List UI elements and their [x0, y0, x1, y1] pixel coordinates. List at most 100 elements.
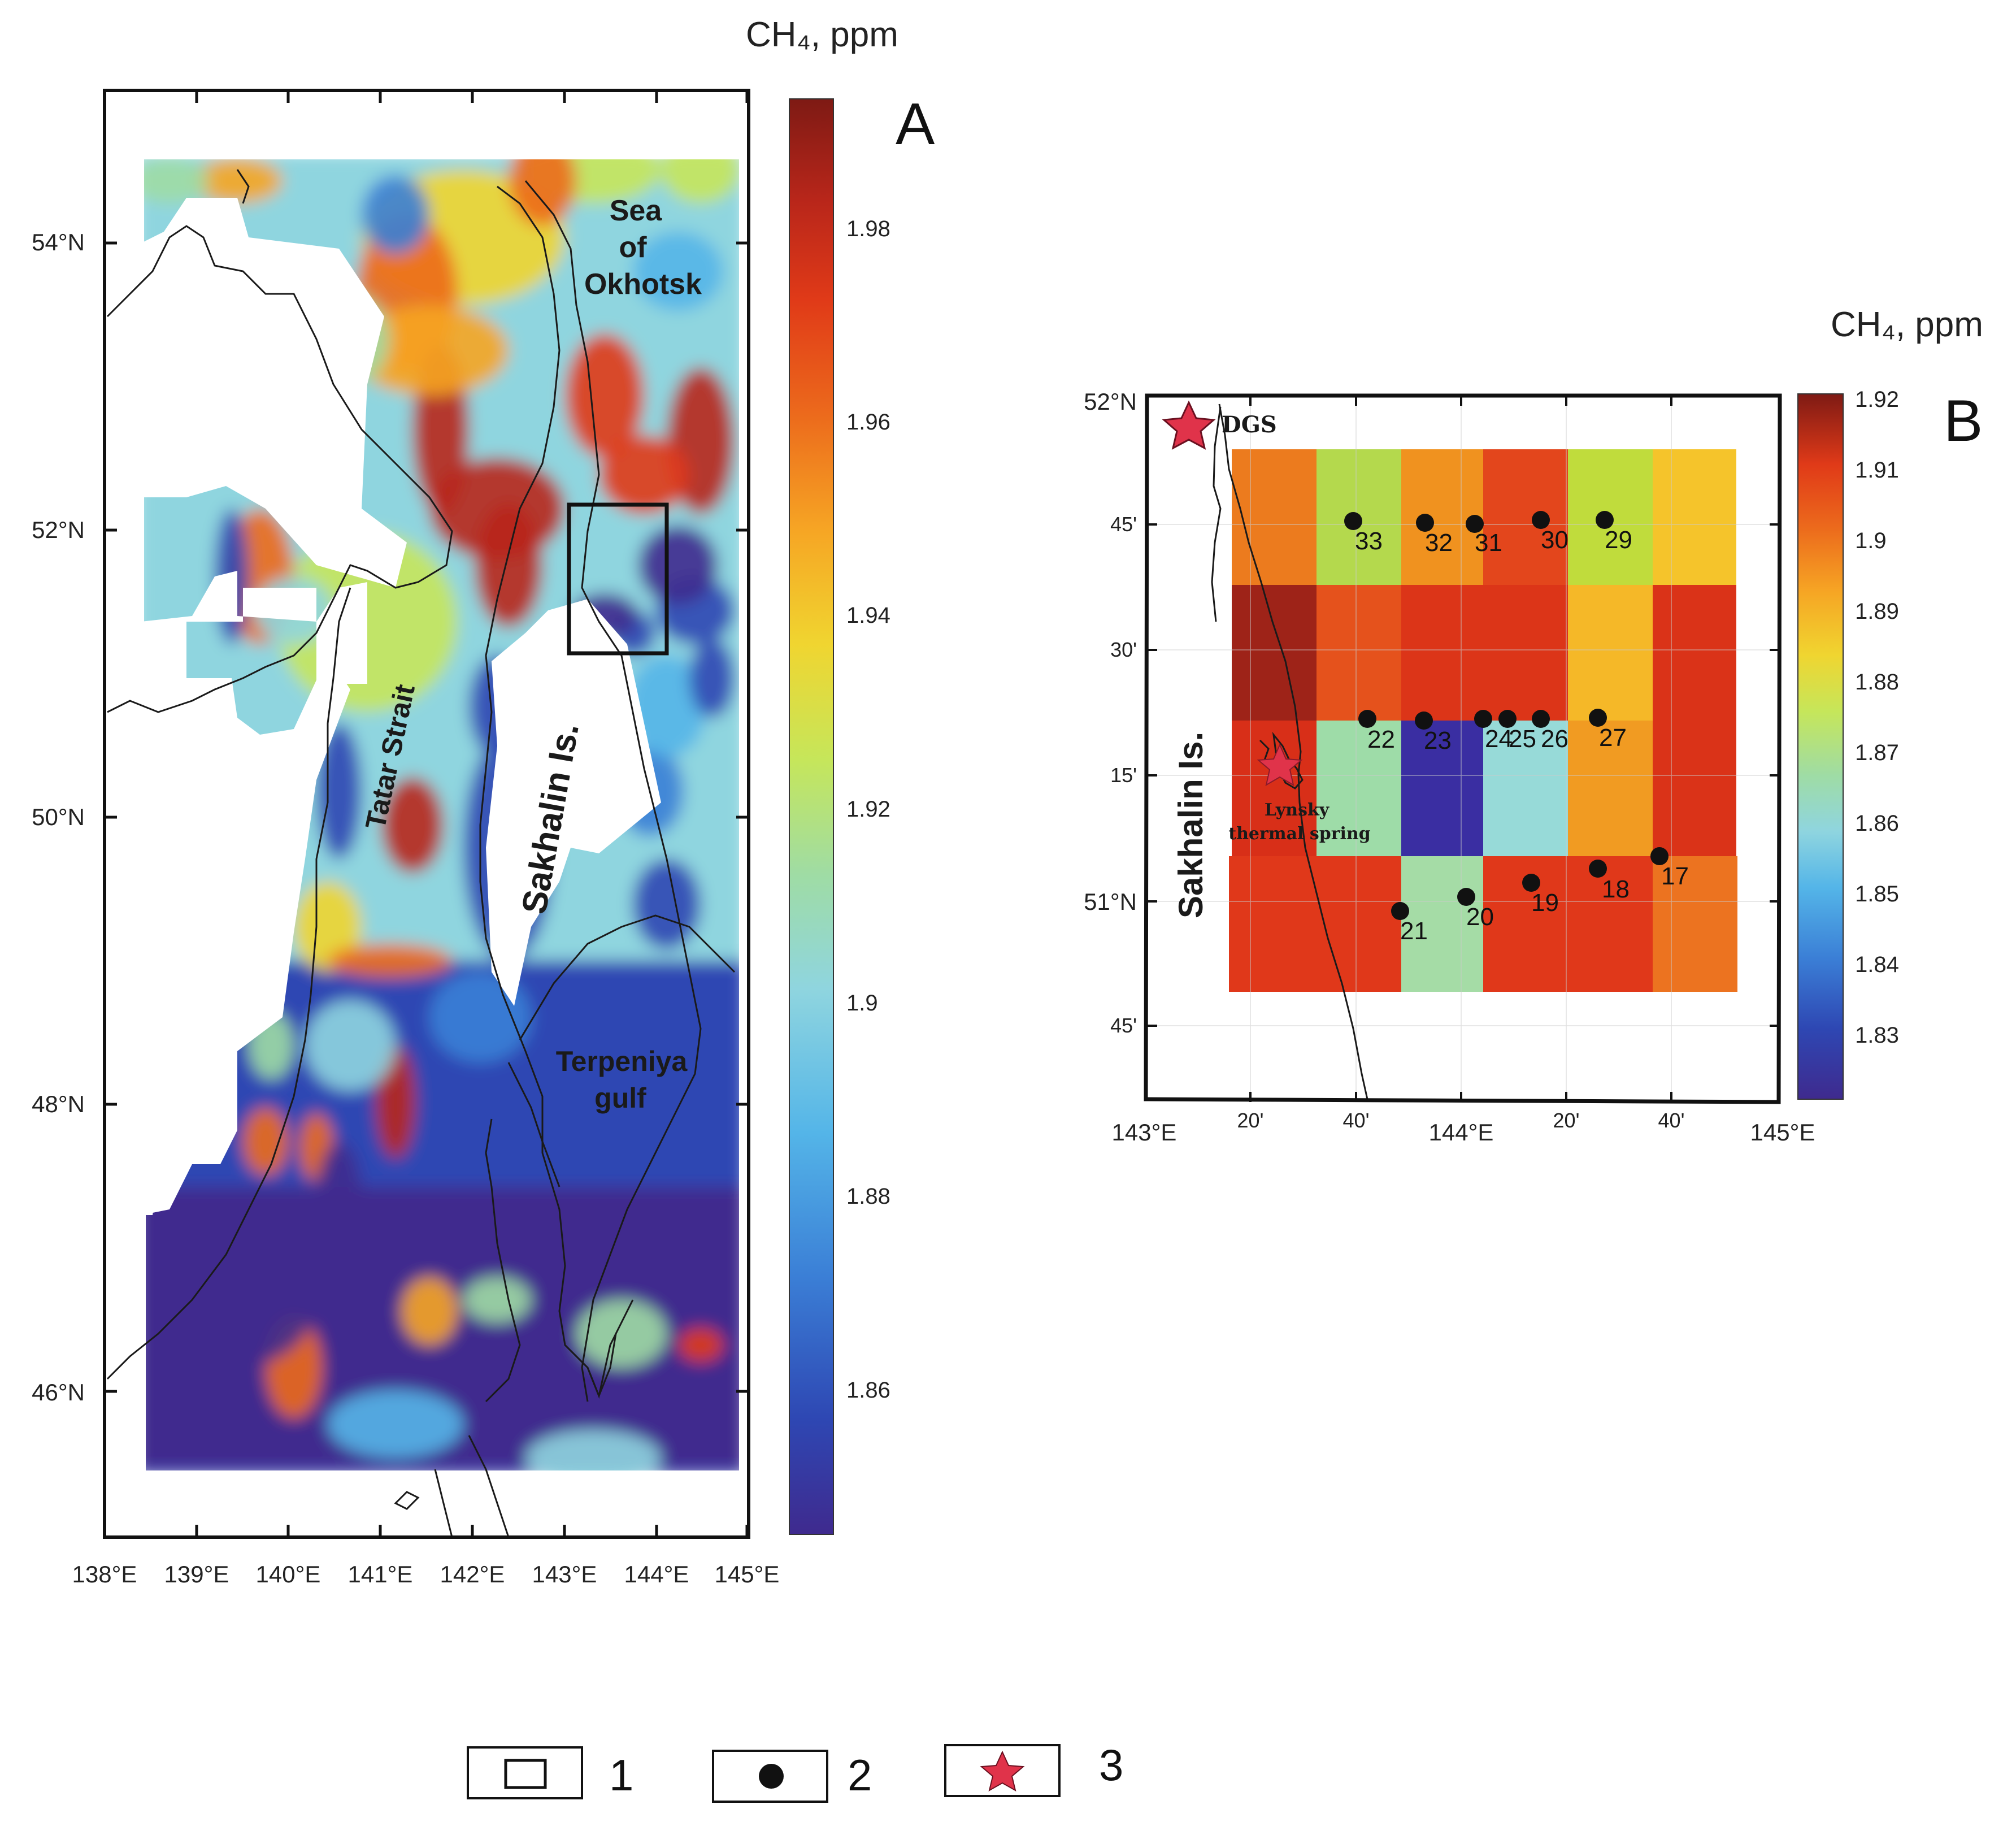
station-label: 18	[1602, 875, 1630, 903]
lat-tick-label: 30'	[1110, 638, 1137, 661]
colorbar-tick-label: 1.84	[1855, 952, 1899, 977]
station-marker	[1532, 511, 1550, 529]
lynsky-spring-star	[1257, 743, 1303, 787]
grid-cell	[1653, 585, 1736, 721]
panel-b-colorbar-labels: 1.92 1.91 1.9 1.89 1.88 1.87 1.86 1.85 1…	[1855, 387, 1899, 1048]
colorbar-tick-label: 1.98	[846, 216, 890, 241]
panel-b-grid-cells	[1229, 449, 1737, 992]
station-marker	[1532, 710, 1550, 728]
legend-item-label: 1	[609, 1750, 633, 1800]
panel-a-mask	[141, 156, 740, 1470]
station-label: 30	[1541, 526, 1569, 554]
grid-cell	[1568, 721, 1653, 856]
station-label: 17	[1661, 862, 1689, 890]
station-label: 21	[1400, 917, 1428, 945]
station-marker	[1474, 710, 1492, 728]
station-label: 19	[1531, 889, 1559, 917]
station-label: 25	[1509, 725, 1536, 753]
station-marker	[1415, 712, 1433, 730]
grid-cell	[1232, 449, 1317, 585]
grid-cell	[1568, 856, 1653, 992]
lat-tick-label: 54°N	[32, 229, 85, 255]
lon-tick-label: 143°E	[1112, 1119, 1177, 1146]
lat-tick-label: 45'	[1110, 1014, 1137, 1037]
grid-cell	[1483, 585, 1568, 721]
panel-b-frame	[1144, 393, 1782, 1104]
station-marker	[1416, 514, 1434, 532]
legend-item-label: 3	[1099, 1740, 1123, 1790]
dgs-label: DGS	[1222, 411, 1277, 438]
panel-a-frame	[103, 89, 750, 1539]
panel-a-colorbar-labels: 1.98 1.96 1.94 1.92 1.9 1.88 1.86	[846, 216, 890, 1403]
panel-a-unit-label: CH₄, ppm	[746, 15, 898, 54]
lat-tick-label: 52°N	[32, 517, 85, 543]
station-label: 26	[1541, 725, 1569, 753]
grid-cell	[1317, 585, 1401, 721]
lon-tick-label: 144°E	[1429, 1119, 1494, 1146]
sea-label-line3: Okhotsk	[584, 268, 702, 301]
panel-b-ticks	[1147, 396, 1780, 1102]
station-marker	[1596, 511, 1614, 529]
lon-tick-label: 145°E	[715, 1561, 780, 1587]
lon-tick-label: 144°E	[624, 1561, 689, 1587]
colorbar-tick-label: 1.91	[1855, 458, 1899, 483]
lat-tick-label: 50°N	[32, 804, 85, 830]
grid-cell	[1229, 856, 1317, 992]
colorbar-tick-label: 1.9	[846, 991, 878, 1016]
station-marker	[1344, 512, 1362, 530]
panel-b: 143°E 20' 40' 144°E 20' 40' 145°E 52°N 4…	[1084, 305, 1983, 1146]
lat-tick-label: 52°N	[1084, 388, 1137, 415]
panel-b-unit-label: CH₄, ppm	[1831, 305, 1983, 344]
lon-tick-label: 40'	[1658, 1109, 1685, 1132]
gulf-label-line1: Terpeniya	[556, 1046, 688, 1077]
station-label: 29	[1605, 526, 1632, 554]
lon-tick-label: 20'	[1553, 1109, 1580, 1132]
lat-tick-label: 51°N	[1084, 888, 1137, 915]
legend: 1 2 3	[467, 1740, 1123, 1803]
station-marker	[1589, 860, 1607, 878]
lat-tick-label: 46°N	[32, 1379, 85, 1405]
panel-b-letter: B	[1944, 388, 1983, 454]
lon-tick-label: 141°E	[348, 1561, 413, 1587]
station-label: 32	[1425, 529, 1453, 557]
gulf-label-line2: gulf	[594, 1082, 646, 1114]
grid-cell	[1401, 585, 1483, 721]
lon-tick-label: 40'	[1343, 1109, 1370, 1132]
panel-a-letter: A	[896, 92, 935, 157]
lon-tick-label: 140°E	[256, 1561, 321, 1587]
colorbar-tick-label: 1.83	[1855, 1023, 1899, 1048]
grid-cell	[1483, 449, 1568, 585]
grid-cell	[1317, 856, 1401, 992]
station-marker	[1457, 888, 1475, 906]
legend-item-label: 2	[848, 1750, 872, 1800]
colorbar-tick-label: 1.85	[1855, 882, 1899, 906]
grid-cell	[1401, 856, 1483, 992]
grid-cell	[1401, 721, 1483, 856]
colorbar-tick-label: 1.87	[1855, 740, 1899, 765]
panel-a-inset-box	[567, 502, 669, 656]
panel-a-methane-field	[141, 156, 740, 1470]
legend-inset-box-symbol	[504, 1759, 547, 1789]
panel-a-outside-extent	[141, 156, 740, 158]
colorbar-tick-label: 1.88	[1855, 670, 1899, 695]
panel-a-colorbar	[789, 98, 834, 1535]
station-label: 24	[1485, 725, 1513, 753]
grid-cell	[1653, 721, 1736, 856]
colorbar-tick-label: 1.92	[846, 797, 890, 822]
colorbar-tick-label: 1.94	[846, 603, 890, 628]
panel-b-colorbar	[1797, 393, 1844, 1100]
legend-station-symbol	[759, 1764, 784, 1789]
lat-tick-label: 15'	[1110, 763, 1137, 787]
station-label: 31	[1475, 529, 1502, 557]
panel-a-coastlines	[106, 169, 736, 1538]
lon-tick-label: 143°E	[532, 1561, 597, 1587]
lon-tick-label: 145°E	[1750, 1119, 1815, 1146]
colorbar-tick-label: 1.96	[846, 410, 890, 435]
colorbar-tick-label: 1.86	[846, 1378, 890, 1403]
station-marker	[1391, 902, 1409, 920]
grid-cell	[1568, 585, 1653, 721]
legend-star-symbol	[980, 1750, 1025, 1792]
lon-tick-label: 138°E	[72, 1561, 137, 1587]
panel-b-lon-labels: 143°E 20' 40' 144°E 20' 40' 145°E	[1112, 1109, 1815, 1146]
